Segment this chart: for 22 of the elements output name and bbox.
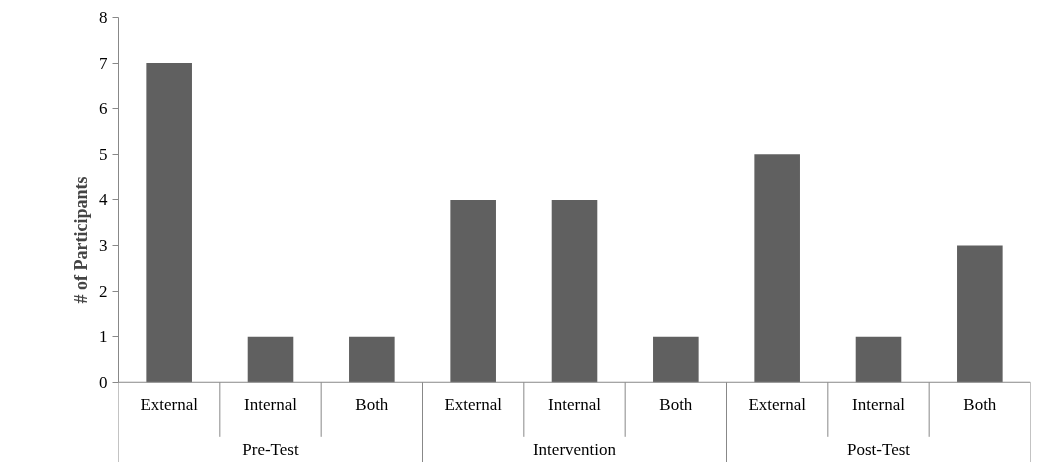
y-tick-label: 5: [99, 144, 108, 164]
x-tick-label: Internal: [852, 395, 906, 415]
y-axis-title: # of Participants: [71, 176, 91, 304]
x-tick-label: Internal: [548, 395, 602, 415]
y-tick-label: 2: [99, 281, 108, 301]
x-tick-label: External: [748, 395, 807, 415]
x-tick-label: External: [140, 395, 199, 415]
x-tick-label: Both: [963, 395, 997, 415]
x-tick-label: Both: [355, 395, 389, 415]
text: Pre-Test: [242, 440, 299, 460]
y-tick-label: 8: [99, 8, 108, 27]
text: Post-Test: [846, 440, 911, 460]
y-tick-label: 0: [99, 372, 108, 392]
x-tick-label: External: [444, 395, 503, 415]
x-tick-label: Internal: [244, 395, 298, 415]
text: Intervention: [532, 440, 617, 460]
y-tick-label: 1: [99, 327, 108, 347]
y-tick-label: 3: [99, 235, 108, 255]
y-tick-label: 6: [99, 99, 108, 119]
x-tick-label: Both: [659, 395, 693, 415]
y-tick-label: 7: [99, 53, 108, 73]
y-tick-label: 4: [99, 190, 108, 210]
